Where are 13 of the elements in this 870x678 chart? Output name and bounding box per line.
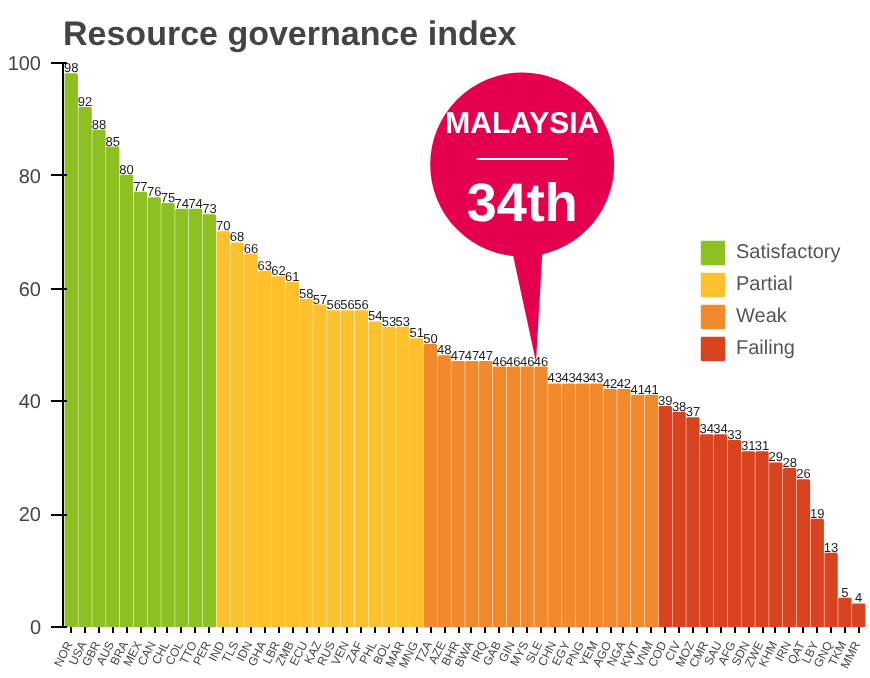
y-tick-label: 100: [7, 54, 42, 76]
annotation: MALAYSIA: [445, 106, 600, 141]
y-tick-label: 60: [18, 279, 42, 302]
y-tick-label: 20: [18, 505, 42, 528]
chart-title: Resource governance index: [63, 15, 518, 53]
annotation: 34th: [466, 172, 578, 233]
legend-label: Satisfactory: [736, 239, 841, 266]
y-tick-label: 0: [29, 618, 42, 640]
y-tick-label: 40: [18, 392, 42, 415]
legend-label: Failing: [736, 335, 795, 362]
y-tick-label: 80: [18, 166, 42, 189]
legend-label: Partial: [736, 271, 793, 298]
legend-label: Weak: [736, 303, 787, 330]
